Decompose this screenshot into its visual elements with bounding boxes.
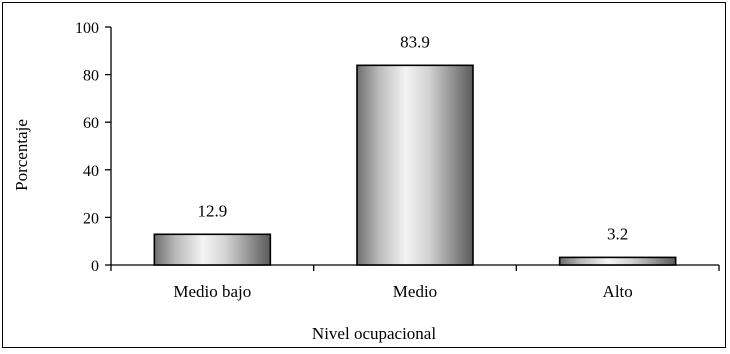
y-tick-label: 40 [83, 163, 99, 180]
y-tick-label: 0 [91, 258, 99, 275]
x-axis-title: Nivel ocupacional [312, 324, 436, 343]
bar [356, 64, 474, 266]
y-tick-label: 20 [83, 210, 99, 227]
x-category-label: Alto [603, 282, 633, 301]
data-label: 83.9 [400, 32, 430, 51]
x-category-label: Medio [393, 282, 437, 301]
y-tick-label: 60 [83, 115, 99, 132]
x-category-label: Medio bajo [173, 282, 251, 301]
y-tick-label: 80 [83, 68, 99, 85]
data-label: 3.2 [607, 224, 628, 243]
bar-chart: 0 20 40 60 80 100 12.9 Medio bajo 83.9 Medio 3.2 Al… [12, 20, 720, 343]
bar [558, 256, 677, 266]
bar [153, 233, 272, 266]
data-label: 12.9 [197, 201, 227, 220]
y-tick-label: 100 [75, 20, 99, 37]
plot-area: 0 20 40 60 80 100 12.9 Medio bajo 83.9 Medio 3.2 Al… [75, 20, 720, 301]
chart-frame: 0 20 40 60 80 100 12.9 Medio bajo 83.9 Medio 3.2 Al… [2, 2, 726, 348]
y-axis-title: Porcentaje [12, 119, 31, 191]
